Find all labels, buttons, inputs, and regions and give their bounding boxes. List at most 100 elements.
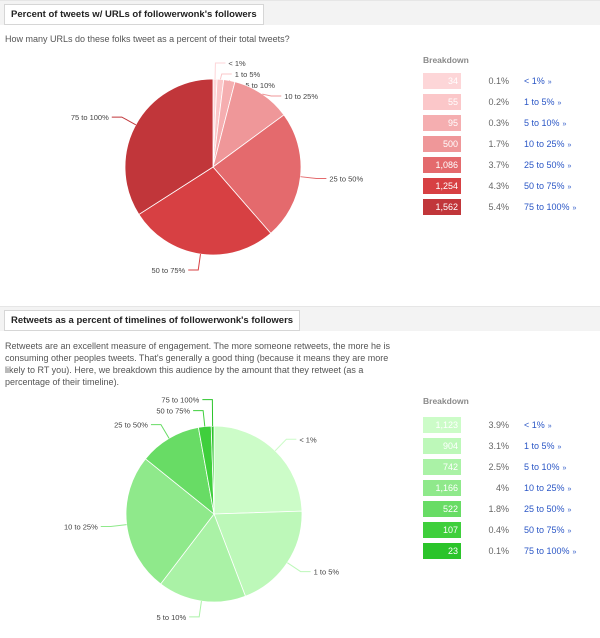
- breakdown-category-link[interactable]: 75 to 100%»: [524, 543, 576, 559]
- slice-label: 1 to 5%: [235, 70, 261, 79]
- breakdown-category-link[interactable]: < 1%»: [524, 73, 552, 89]
- breakdown-percent: 3.7%: [488, 160, 509, 170]
- retweets-pie-chart: < 1% 1 to 5% 5 to 10% 10 to 25% 25 to 50% 50 …: [64, 396, 340, 622]
- chart-title: Percent of tweets w/ URLs of followerwon…: [4, 4, 264, 25]
- breakdown-category-link[interactable]: 1 to 5%»: [524, 94, 561, 110]
- double-chevron-right-icon: »: [572, 205, 577, 212]
- breakdown-category-label: 50 to 75%: [524, 525, 565, 535]
- breakdown-category-link[interactable]: 50 to 75%»: [524, 178, 571, 194]
- pie-slice[interactable]: [213, 425, 303, 515]
- slice-label: < 1%: [299, 435, 317, 444]
- slice-leader-line: [189, 601, 202, 618]
- slice-label: 50 to 75%: [151, 266, 185, 275]
- pie-slice[interactable]: [144, 426, 215, 515]
- breakdown-heading: Breakdown: [423, 55, 469, 65]
- breakdown-percent: 0.1%: [488, 546, 509, 556]
- chart-title: Retweets as a percent of timelines of fo…: [4, 310, 301, 331]
- slice-label: 10 to 25%: [64, 523, 98, 532]
- pie-slice[interactable]: [210, 425, 215, 515]
- breakdown-category-link[interactable]: 75 to 100%»: [524, 199, 576, 215]
- breakdown-count: 95: [423, 115, 461, 131]
- slice-label: 25 to 50%: [114, 421, 148, 430]
- slice-leader-line: [219, 73, 232, 80]
- slice-leader-line: [193, 410, 206, 427]
- slice-leader-line: [287, 562, 311, 573]
- double-chevron-right-icon: »: [567, 507, 572, 514]
- slice-leader-line: [300, 176, 327, 179]
- breakdown-percent: 3.1%: [488, 441, 509, 451]
- slice-label: 50 to 75%: [156, 407, 190, 416]
- pie-slice[interactable]: [160, 513, 246, 603]
- breakdown-count: 1,123: [423, 417, 461, 433]
- slice-leader-line: [274, 438, 297, 452]
- slice-label: < 1%: [228, 59, 246, 68]
- slice-label: 5 to 10%: [157, 613, 187, 622]
- breakdown-category-label: 10 to 25%: [524, 139, 565, 149]
- breakdown-category-label: 25 to 50%: [524, 504, 565, 514]
- double-chevron-right-icon: »: [557, 444, 562, 451]
- double-chevron-right-icon: »: [562, 121, 567, 128]
- double-chevron-right-icon: »: [547, 79, 552, 86]
- slice-label: 5 to 10%: [245, 81, 275, 90]
- breakdown-category-label: < 1%: [524, 420, 545, 430]
- breakdown-percent: 5.4%: [488, 202, 509, 212]
- breakdown-percent: 1.7%: [488, 139, 509, 149]
- breakdown-category-label: 25 to 50%: [524, 160, 565, 170]
- breakdown-category-link[interactable]: 5 to 10%»: [524, 115, 566, 131]
- breakdown-count: 23: [423, 543, 461, 559]
- breakdown-category-link[interactable]: 10 to 25%»: [524, 136, 571, 152]
- breakdown-percent: 3.9%: [488, 420, 509, 430]
- pie-slice[interactable]: [124, 78, 214, 215]
- breakdown-category-label: 75 to 100%: [524, 546, 570, 556]
- breakdown-count: 1,254: [423, 178, 461, 194]
- breakdown-category-link[interactable]: 25 to 50%»: [524, 157, 571, 173]
- breakdown-category-label: 5 to 10%: [524, 118, 560, 128]
- breakdown-percent: 0.3%: [488, 118, 509, 128]
- breakdown-percent: 4.3%: [488, 181, 509, 191]
- breakdown-category-link[interactable]: 5 to 10%»: [524, 459, 566, 475]
- breakdown-count: 500: [423, 136, 461, 152]
- slice-label: 1 to 5%: [314, 568, 340, 577]
- breakdown-percent: 0.1%: [488, 76, 509, 86]
- breakdown-percent: 0.2%: [488, 97, 509, 107]
- double-chevron-right-icon: »: [562, 465, 567, 472]
- section-header-band: Retweets as a percent of timelines of fo…: [0, 306, 600, 331]
- pie-slice[interactable]: [213, 510, 303, 597]
- double-chevron-right-icon: »: [557, 100, 562, 107]
- breakdown-category-link[interactable]: 25 to 50%»: [524, 501, 571, 517]
- slice-label: 10 to 25%: [284, 92, 318, 101]
- slice-leader-line: [111, 116, 137, 126]
- breakdown-count: 107: [423, 522, 461, 538]
- double-chevron-right-icon: »: [567, 163, 572, 170]
- pie-slice[interactable]: [212, 114, 302, 234]
- chart-description: Retweets are an excellent measure of eng…: [5, 341, 391, 387]
- retweets-section: Retweets as a percent of timelines of fo…: [0, 306, 600, 638]
- breakdown-count: 522: [423, 501, 461, 517]
- section-header-band: Percent of tweets w/ URLs of followerwon…: [0, 0, 600, 25]
- url-tweets-section: Percent of tweets w/ URLs of followerwon…: [0, 0, 600, 300]
- breakdown-heading: Breakdown: [423, 396, 469, 406]
- breakdown-category-label: 50 to 75%: [524, 181, 565, 191]
- breakdown-count: 904: [423, 438, 461, 454]
- slice-label: 75 to 100%: [71, 113, 109, 122]
- breakdown-count: 742: [423, 459, 461, 475]
- chart-description: How many URLs do these folks tweet as a …: [5, 34, 290, 44]
- breakdown-category-link[interactable]: 10 to 25%»: [524, 480, 571, 496]
- breakdown-count: 34: [423, 73, 461, 89]
- breakdown-category-link[interactable]: 50 to 75%»: [524, 522, 571, 538]
- breakdown-category-label: 75 to 100%: [524, 202, 570, 212]
- breakdown-category-link[interactable]: < 1%»: [524, 417, 552, 433]
- breakdown-count: 1,166: [423, 480, 461, 496]
- slice-leader-line: [150, 424, 170, 439]
- slice-label: 75 to 100%: [161, 396, 199, 405]
- breakdown-category-link[interactable]: 1 to 5%»: [524, 438, 561, 454]
- breakdown-category-label: 5 to 10%: [524, 462, 560, 472]
- breakdown-count: 1,086: [423, 157, 461, 173]
- breakdown-category-label: 1 to 5%: [524, 441, 555, 451]
- url-pie-chart: < 1% 1 to 5% 5 to 10% 10 to 25% 25 to 50% 50 …: [71, 59, 364, 275]
- double-chevron-right-icon: »: [567, 184, 572, 191]
- double-chevron-right-icon: »: [567, 142, 572, 149]
- double-chevron-right-icon: »: [572, 549, 577, 556]
- breakdown-percent: 0.4%: [488, 525, 509, 535]
- pie-slice[interactable]: [138, 166, 272, 256]
